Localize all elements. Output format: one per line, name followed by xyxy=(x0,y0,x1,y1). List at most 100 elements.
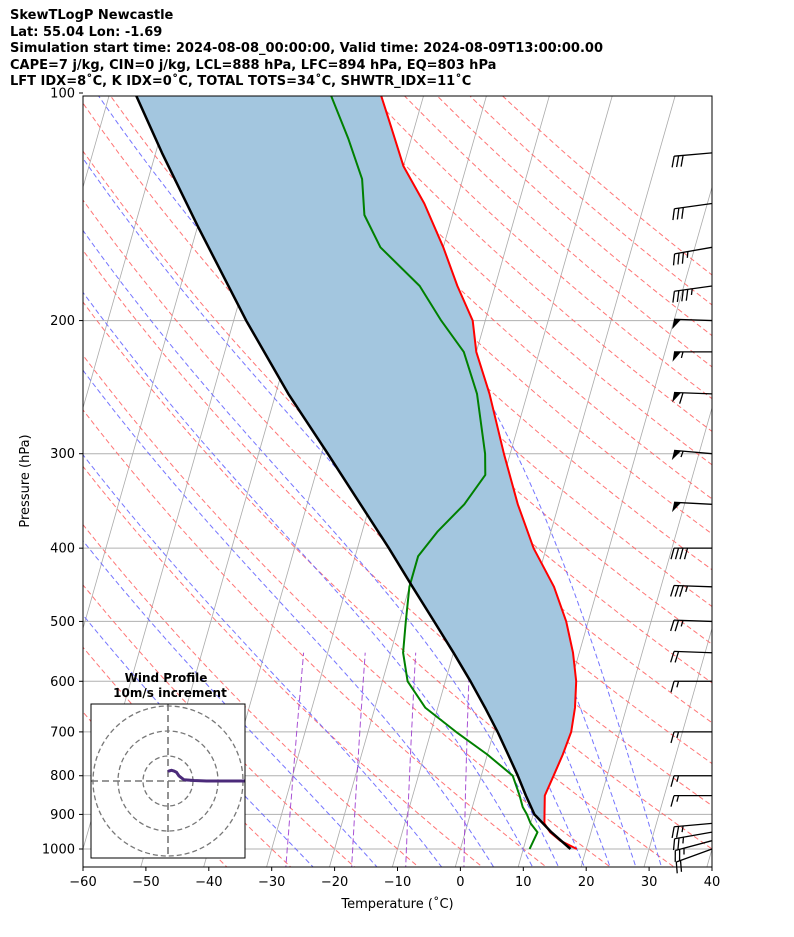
moist-adiabat-line xyxy=(83,291,534,867)
parcel-line xyxy=(134,96,572,850)
wind-barb-full xyxy=(674,585,680,597)
chart-header: SkewTLogP Newcastle Lat: 55.04 Lon: -1.6… xyxy=(10,8,603,91)
x-axis-label: Temperature (˚C) xyxy=(340,896,453,912)
wind-barb-full xyxy=(679,860,683,872)
cape-area xyxy=(136,96,577,849)
wind-barbs xyxy=(670,152,713,874)
wind-barb xyxy=(670,547,712,560)
isotherm-line xyxy=(706,847,712,867)
wind-barb-full xyxy=(672,838,676,851)
dry-adiabat-line xyxy=(83,249,712,850)
wind-barb-full xyxy=(674,651,680,663)
wind-barb xyxy=(670,619,713,632)
wind-barb xyxy=(671,152,713,168)
wind-barb-full xyxy=(672,291,676,303)
wind-barb-full xyxy=(681,207,684,219)
moist-adiabat-line xyxy=(83,540,378,867)
dry-adiabat-line xyxy=(83,354,612,867)
hodograph-trace xyxy=(167,768,245,783)
x-axis: −60 −50 −40 −30 −20 −10 0 10 20 30 40 xyxy=(69,867,720,890)
wind-barb-full xyxy=(679,585,684,597)
wind-barb-half xyxy=(680,351,684,359)
isotherm-line xyxy=(643,626,712,867)
wind-barb-half xyxy=(676,731,680,739)
hodograph-subtitle: 10m/s increment xyxy=(113,686,227,700)
y-tick-label: 800 xyxy=(50,769,75,784)
wind-barb xyxy=(670,775,712,787)
dry-adiabat-line xyxy=(109,96,712,684)
moist-adiabat-line xyxy=(83,369,495,867)
wind-barb xyxy=(670,650,713,663)
wind-barb-full xyxy=(670,731,675,744)
wind-barb-flag xyxy=(672,502,682,513)
x-tick-label: −20 xyxy=(321,875,348,890)
wind-barb-staff xyxy=(674,650,713,654)
y-tick-label: 500 xyxy=(50,615,75,630)
wind-barb-half xyxy=(680,450,684,458)
y-tick-label: 900 xyxy=(50,808,75,823)
hodograph-frame xyxy=(90,703,246,859)
wind-barb xyxy=(670,680,712,693)
mixing-ratio-line xyxy=(463,652,471,867)
wind-barb-full xyxy=(680,155,684,167)
dry-adiabat-line xyxy=(83,584,356,867)
wind-barb xyxy=(672,246,713,266)
wind-barb-full xyxy=(675,826,680,838)
wind-barb-full xyxy=(681,289,684,302)
moist-adiabat-line xyxy=(83,157,585,867)
mixing-ratio-line xyxy=(351,652,366,867)
wind-barb-half xyxy=(681,825,684,833)
wind-barb-staff xyxy=(674,831,713,840)
wind-barb-half xyxy=(686,251,689,258)
x-tick-label: 40 xyxy=(704,875,721,890)
wind-barb-full xyxy=(681,252,685,264)
wind-barb-flag xyxy=(671,450,682,461)
wind-barb-full xyxy=(670,795,675,807)
wind-barb-full xyxy=(674,620,680,632)
wind-barb xyxy=(670,731,712,744)
y-tick-label: 600 xyxy=(50,675,75,690)
wind-barb-half xyxy=(676,775,680,782)
wind-barb xyxy=(672,501,713,513)
y-tick-label: 1000 xyxy=(42,843,75,858)
x-tick-label: −60 xyxy=(69,875,96,890)
isotherm-line xyxy=(454,96,676,867)
chart-title: SkewTLogP Newcastle xyxy=(10,8,174,23)
wind-barb-full xyxy=(670,585,675,597)
dry-adiabat-line xyxy=(83,523,420,867)
dry-adiabat-line xyxy=(83,150,712,765)
wind-barb xyxy=(675,848,713,874)
wind-barb-full xyxy=(677,253,680,265)
moist-adiabat-line xyxy=(83,454,443,867)
index-line: LFT IDX=8˚C, K IDX=0˚C, TOTAL TOTS=34˚C,… xyxy=(10,74,472,89)
wind-barb-staff xyxy=(674,501,713,505)
wind-barb-full xyxy=(675,861,678,874)
y-tick-label: 100 xyxy=(50,87,75,102)
y-tick-label: 400 xyxy=(50,542,75,557)
wind-barb xyxy=(672,391,713,404)
wind-barb-staff xyxy=(676,848,713,863)
wind-barb-half xyxy=(685,585,689,593)
wind-barb xyxy=(671,449,713,461)
location-line: Lat: 55.04 Lon: -1.69 xyxy=(10,24,163,40)
dewpoint-line xyxy=(330,96,539,850)
wind-barb xyxy=(672,202,713,221)
wind-barb-staff xyxy=(674,152,713,157)
hodograph-line xyxy=(167,768,245,783)
wind-barb-full xyxy=(672,253,676,266)
wind-barb-staff xyxy=(674,202,713,210)
wind-barb-staff xyxy=(674,285,713,292)
moist-adiabat-line xyxy=(259,96,662,867)
isotherm-line xyxy=(580,406,712,867)
wind-barb-half xyxy=(676,795,680,802)
cape-fill xyxy=(136,96,577,849)
dry-adiabat-line xyxy=(83,409,548,867)
wind-barb-half xyxy=(682,837,685,844)
isotherm-line xyxy=(83,96,173,410)
wind-barb-half xyxy=(676,681,680,688)
wind-barb-full xyxy=(676,290,680,303)
wind-barb-full xyxy=(679,392,684,404)
x-tick-label: 10 xyxy=(515,875,532,890)
moist-adiabat-line xyxy=(83,614,314,867)
